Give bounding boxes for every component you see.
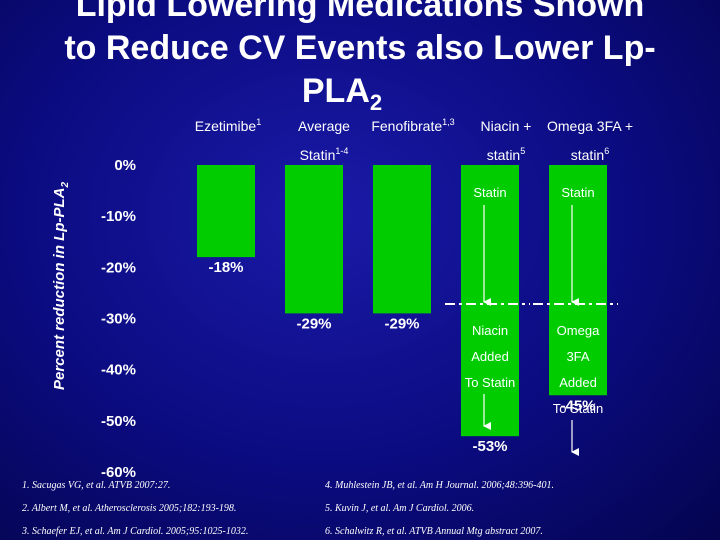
value-label: -18% bbox=[208, 259, 243, 276]
reference: 4. Muhlestein JB, et al. Am H Journal. 2… bbox=[325, 480, 554, 491]
annotation-line: 3FA bbox=[566, 349, 589, 364]
y-label-text: Percent reduction in Lp-PLA bbox=[51, 188, 68, 391]
value-label: -29% bbox=[384, 315, 419, 332]
y-axis-label: Percent reduction in Lp-PLA2 bbox=[51, 182, 71, 391]
category-label: Ezetimibe1 bbox=[180, 112, 276, 141]
annotation-line: Omega bbox=[557, 323, 600, 338]
y-tick-label: -40% bbox=[101, 362, 136, 379]
category-text: Niacin + statin bbox=[480, 118, 532, 163]
category-ref: 6 bbox=[604, 146, 610, 156]
annotation-line: Added bbox=[559, 375, 597, 390]
bar bbox=[373, 165, 431, 314]
bar bbox=[461, 165, 519, 437]
annotation-line: To Statin bbox=[553, 401, 604, 416]
category-text: Ezetimibe bbox=[194, 118, 257, 134]
category-ref: 1 bbox=[256, 117, 262, 127]
value-label: -29% bbox=[296, 315, 331, 332]
category-text: Fenofibrate bbox=[371, 118, 443, 134]
reference: 3. Schaefer EJ, et al. Am J Cardiol. 200… bbox=[21, 526, 248, 537]
annotation-line: Added bbox=[471, 349, 509, 364]
bar bbox=[197, 165, 255, 258]
category-label: Niacin + statin5 bbox=[466, 112, 546, 170]
category-ref: 5 bbox=[520, 146, 526, 156]
category-ref: 1-4 bbox=[335, 146, 349, 156]
y-tick-label: -60% bbox=[101, 464, 136, 481]
y-tick-label: 0% bbox=[114, 157, 136, 174]
bar bbox=[549, 165, 607, 396]
title-line: to Reduce CV Events also Lower Lp- bbox=[64, 29, 655, 67]
title-text: PLA bbox=[302, 72, 370, 110]
y-tick-label: -10% bbox=[101, 208, 136, 225]
reference: 1. Sacugas VG, et al. ATVB 2007:27. bbox=[22, 480, 170, 491]
reference: 5. Kuvin J, et al. Am J Cardiol. 2006. bbox=[325, 503, 474, 514]
category-ref: 1,3 bbox=[442, 117, 455, 127]
bar bbox=[285, 165, 343, 314]
title-line: Lipid Lowering Medications Shown bbox=[76, 0, 645, 24]
value-label: -53% bbox=[472, 438, 507, 455]
value-label: -45% bbox=[560, 397, 595, 414]
annotation-line: To Statin bbox=[465, 375, 516, 390]
category-text: Omega 3FA + statin bbox=[547, 118, 633, 163]
y-tick-label: -50% bbox=[101, 413, 136, 430]
reference: 2. Albert M, et al. Atherosclerosis 2005… bbox=[22, 503, 236, 514]
category-label: Omega 3FA + statin6 bbox=[540, 112, 640, 170]
annotation-label: Statin bbox=[561, 185, 594, 200]
y-label-subscript: 2 bbox=[60, 182, 71, 189]
title-line: PLA2 bbox=[302, 72, 382, 115]
category-label: Fenofibrate1,3 bbox=[355, 112, 471, 141]
category-label: Average Statin1-4 bbox=[282, 112, 366, 170]
title-subscript: 2 bbox=[370, 90, 382, 115]
annotation-label: Statin bbox=[473, 185, 506, 200]
category-text: Average Statin bbox=[298, 118, 350, 163]
reference: 6. Schalwitz R, et al. ATVB Annual Mtg a… bbox=[325, 526, 543, 537]
y-tick-label: -20% bbox=[101, 259, 136, 276]
annotation-line: Niacin bbox=[472, 323, 508, 338]
y-tick-label: -30% bbox=[101, 311, 136, 328]
